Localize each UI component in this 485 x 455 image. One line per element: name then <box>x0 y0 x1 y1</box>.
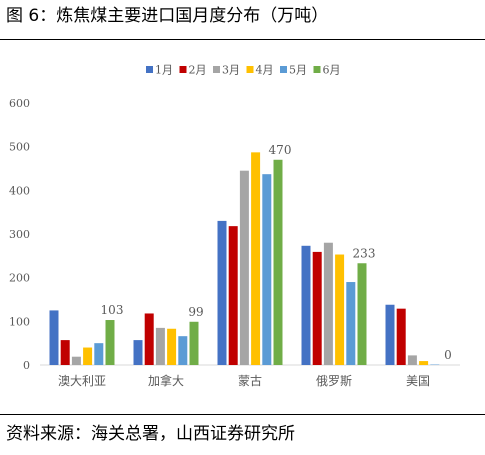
top-rule <box>0 39 485 40</box>
legend-label: 3月 <box>222 64 240 77</box>
bar-3-2 <box>228 226 238 365</box>
bar-4-6 <box>357 263 367 365</box>
x-category-label: 蒙古 <box>238 373 262 388</box>
figure-title: 图 6：炼焦煤主要进口国月度分布（万吨） <box>6 6 329 26</box>
bar-3-1 <box>217 220 227 365</box>
bar-2-2 <box>144 313 154 365</box>
bar-4-5 <box>346 282 356 365</box>
y-tick-label: 100 <box>9 315 30 328</box>
y-tick-label: 500 <box>9 141 30 154</box>
bottom-rule <box>0 414 485 415</box>
figure-source: 资料来源：海关总署，山西证券研究所 <box>6 424 295 444</box>
y-tick-label: 300 <box>9 228 30 241</box>
x-category-label: 加拿大 <box>148 373 184 388</box>
bar-2-5 <box>178 336 188 365</box>
legend-label: 2月 <box>189 64 207 77</box>
data-label: 99 <box>188 305 203 319</box>
y-tick-label: 0 <box>23 359 30 372</box>
x-category-label: 美国 <box>406 374 430 388</box>
x-category-label: 俄罗斯 <box>316 374 352 388</box>
bar-1-5 <box>94 343 104 365</box>
legend-label: 1月 <box>155 64 173 77</box>
bar-4-1 <box>301 245 311 365</box>
legend-swatch <box>246 66 254 73</box>
y-tick-label: 400 <box>9 184 30 197</box>
bar-3-6 <box>273 159 283 365</box>
bar-3-3 <box>239 170 249 365</box>
bar-3-4 <box>251 152 261 365</box>
bar-1-2 <box>60 340 70 365</box>
legend-label: 5月 <box>289 64 307 77</box>
legend-swatch <box>280 66 287 73</box>
legend-swatch <box>179 66 187 73</box>
bar-1-3 <box>71 356 81 365</box>
bar-2-3 <box>155 327 165 365</box>
legend-swatch <box>213 66 220 73</box>
data-label: 0 <box>444 348 452 362</box>
y-tick-label: 200 <box>9 272 30 285</box>
bar-4-2 <box>312 251 322 365</box>
legend-label: 4月 <box>256 64 274 77</box>
bar-1-4 <box>83 347 93 365</box>
data-label: 233 <box>353 246 376 260</box>
bar-5-3 <box>407 355 417 365</box>
data-label: 103 <box>101 303 124 317</box>
bar-2-4 <box>167 328 177 365</box>
bar-1-6 <box>105 320 115 365</box>
bar-2-6 <box>189 321 199 365</box>
legend-label: 6月 <box>323 64 341 77</box>
x-category-label: 澳大利亚 <box>58 374 106 388</box>
bar-3-5 <box>262 174 272 365</box>
bar-5-4 <box>419 361 429 365</box>
y-tick-label: 600 <box>9 97 30 110</box>
data-label: 470 <box>269 143 292 157</box>
legend-swatch <box>146 66 153 73</box>
bar-1-1 <box>49 310 59 365</box>
bar-chart: 0 100 200 300 400 500 600 澳大利亚 加拿大 蒙古 俄罗斯 美国 103 99 47… <box>9 64 460 388</box>
bar-2-1 <box>133 340 143 365</box>
legend-swatch <box>313 66 321 73</box>
bar-4-4 <box>335 254 345 365</box>
bar-5-2 <box>396 308 406 365</box>
bar-5-1 <box>385 304 395 365</box>
bar-4-3 <box>323 242 333 365</box>
